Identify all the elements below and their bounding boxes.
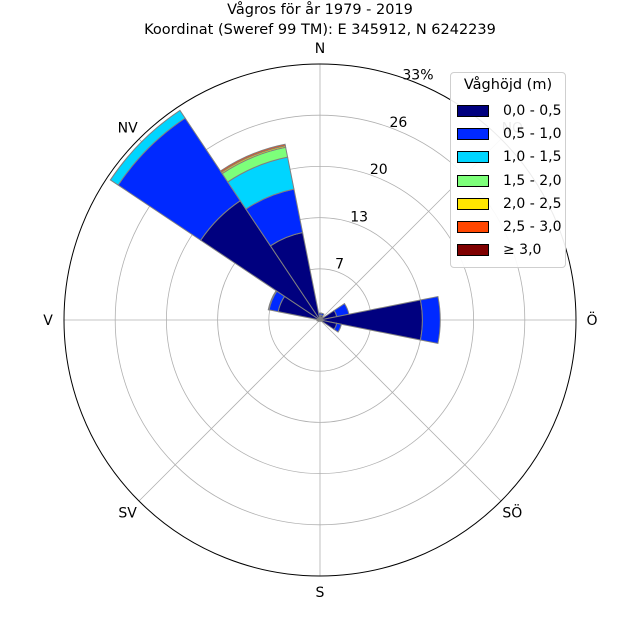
rose-bar-segment [319, 299, 423, 341]
chart-subtitle: Koordinat (Sweref 99 TM): E 345912, N 62… [144, 22, 496, 38]
rose-bar-segment [333, 322, 342, 333]
rose-bar-segment [419, 295, 441, 345]
legend-swatch [457, 151, 489, 164]
rose-bar-segment [219, 143, 286, 173]
legend-label: 0,0 - 0,5 [503, 102, 562, 119]
legend-swatch [457, 174, 489, 187]
legend-swatch [457, 221, 489, 234]
legend-item: 1,0 - 1,5 [451, 146, 565, 169]
radial-tick-label: 13 [350, 209, 368, 225]
legend-item: 1,5 - 2,0 [451, 169, 565, 192]
legend-label: 1,0 - 1,5 [503, 149, 562, 166]
direction-label: NV [118, 121, 138, 137]
legend-label: 1,5 - 2,0 [503, 172, 562, 189]
legend-label: 2,5 - 3,0 [503, 219, 562, 236]
radial-tick-label: 7 [335, 257, 344, 273]
radial-tick-label: 26 [389, 115, 407, 131]
grid-spoke [319, 319, 502, 502]
rose-bar-segment [109, 109, 186, 186]
radial-tick-label: 33% [402, 67, 433, 83]
grid-spoke [138, 319, 321, 502]
legend-swatch [457, 104, 489, 117]
legend-label: ≥ 3,0 [503, 242, 542, 259]
legend-item: 0,5 - 1,0 [451, 122, 565, 145]
direction-label: SV [118, 505, 137, 521]
direction-label: N [315, 41, 325, 57]
legend-item: 0,0 - 0,5 [451, 99, 565, 122]
legend-item: ≥ 3,0 [451, 239, 565, 262]
chart-title: Vågros för år 1979 - 2019 [227, 2, 413, 18]
legend-label: 2,0 - 2,5 [503, 195, 562, 212]
legend-label: 0,5 - 1,0 [503, 125, 562, 142]
legend-swatch [457, 244, 489, 257]
rose-bar-segment [320, 312, 325, 317]
radial-tick-label: 20 [370, 162, 388, 178]
direction-label: Ö [586, 311, 597, 329]
legend-item: 2,5 - 3,0 [451, 215, 565, 238]
direction-label: V [43, 313, 53, 329]
chart-title-block: Vågros för år 1979 - 2019 Koordinat (Swe… [0, 0, 640, 40]
direction-label: SÖ [502, 503, 522, 521]
legend-item: 2,0 - 2,5 [451, 192, 565, 215]
direction-label: S [316, 585, 325, 601]
legend-swatch [457, 197, 489, 210]
legend: Våghöjd (m) 0,0 - 0,5 0,5 - 1,0 1,0 - 1,… [450, 72, 566, 268]
outer-frame [63, 63, 577, 577]
rose-bars [109, 109, 441, 345]
legend-title: Våghöjd (m) [463, 77, 553, 93]
legend-swatch [457, 127, 489, 140]
